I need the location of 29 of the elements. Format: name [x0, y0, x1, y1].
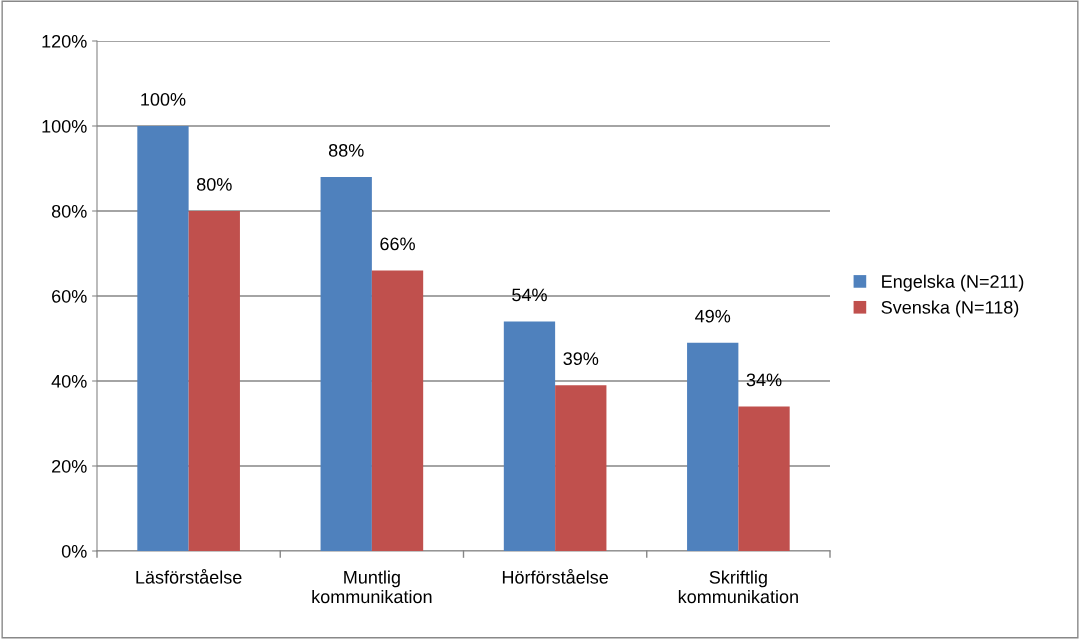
- y-tick-label: 40%: [51, 374, 87, 388]
- x-tick-label: Hörförståelse: [502, 568, 609, 584]
- data-label: 49%: [695, 309, 731, 323]
- legend-label: Svenska (N=118): [881, 300, 1019, 318]
- data-label: 54%: [512, 288, 547, 302]
- x-tick-label: Muntlig kommunikation: [312, 570, 432, 604]
- y-tick-label: 60%: [52, 289, 87, 303]
- x-tick-label: Läsförståelse: [136, 568, 242, 584]
- y-tick-label: 100%: [42, 119, 87, 133]
- bar: [555, 385, 607, 551]
- bar: [320, 177, 372, 551]
- data-label: 100%: [141, 92, 186, 106]
- bar: [738, 406, 790, 551]
- data-label: 80%: [197, 177, 232, 191]
- data-label: 39%: [563, 352, 599, 366]
- y-tick-label: 120%: [42, 34, 87, 48]
- data-label: 34%: [746, 373, 782, 387]
- bar: [137, 126, 189, 551]
- bar: [687, 342, 739, 551]
- bar: [371, 270, 424, 551]
- y-tick-label: 0%: [61, 544, 87, 558]
- x-tick-label: Skriftlig kommunikation: [678, 570, 798, 604]
- y-tick-label: 80%: [51, 204, 87, 218]
- y-tick-label: 20%: [52, 459, 87, 473]
- data-label: 88%: [328, 143, 364, 157]
- bar: [503, 321, 556, 551]
- data-label: 66%: [380, 237, 415, 251]
- bar: [188, 211, 240, 551]
- legend-label: Engelska (N=211): [882, 274, 1024, 292]
